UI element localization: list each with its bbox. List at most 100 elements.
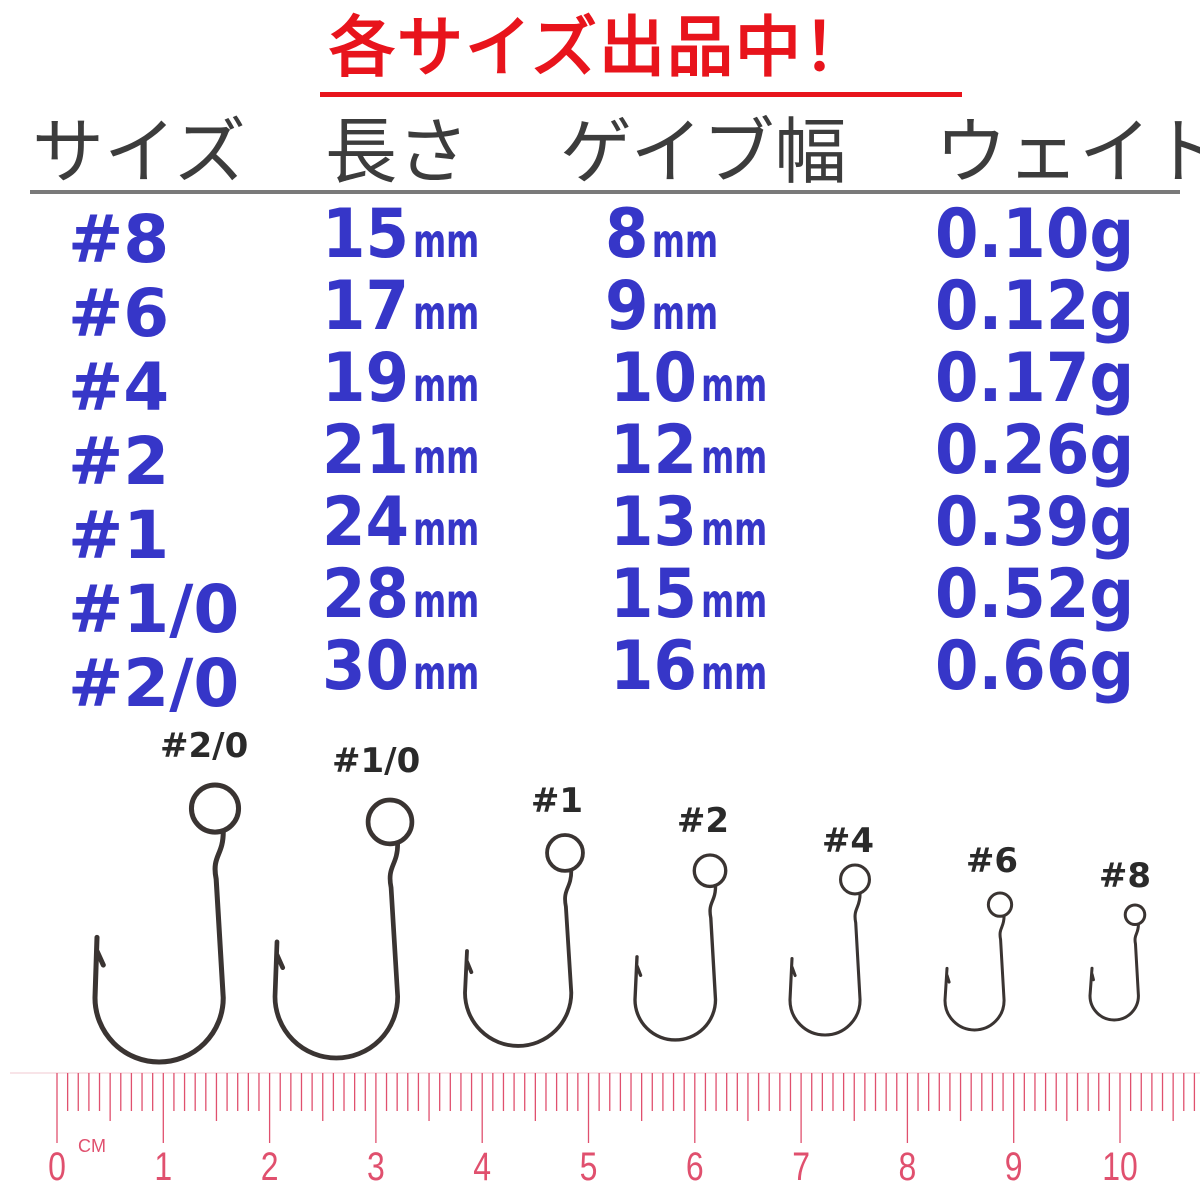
row-size: #1/0: [68, 575, 239, 645]
row-weight: 0.17g: [935, 344, 1134, 414]
hook-0: [92, 782, 242, 1065]
length-value: 19: [322, 339, 410, 418]
ruler-label: 10: [1102, 1144, 1138, 1189]
length-value: 30: [322, 627, 410, 706]
hook-label: #1/0: [332, 741, 421, 781]
hook-label: #1: [530, 781, 584, 821]
unit: mm: [412, 214, 479, 268]
unit: mm: [412, 430, 479, 484]
size-value: #6: [68, 275, 170, 352]
row-length: 15mm: [322, 200, 501, 276]
weight-value: 0.66g: [935, 627, 1135, 706]
ruler-unit: CM: [78, 1136, 106, 1156]
header-gape: ゲイブ幅: [560, 110, 847, 194]
header-divider: [30, 190, 1180, 194]
gape-value: 16: [610, 627, 698, 706]
weight-value: 0.12g: [935, 267, 1135, 346]
row-gape: 10mm: [610, 344, 789, 420]
ruler-label: 0: [48, 1144, 66, 1189]
weight-value: 0.10g: [935, 195, 1135, 274]
row-gape: 13mm: [610, 488, 789, 564]
ruler-label: 6: [686, 1144, 704, 1189]
hook-2: [463, 833, 585, 1048]
hook-3: [633, 853, 728, 1042]
row-size: #8: [68, 205, 169, 275]
row-gape: 8mm: [605, 200, 740, 276]
hook-label: #4: [821, 821, 875, 861]
unit: mm: [412, 646, 479, 700]
unit: mm: [412, 286, 479, 340]
ruler-label: 5: [580, 1144, 598, 1189]
gape-value: 8: [605, 195, 649, 274]
row-length: 19mm: [322, 344, 501, 420]
size-value: #2/0: [68, 645, 240, 722]
row-gape: 16mm: [610, 632, 789, 708]
gape-value: 13: [610, 483, 698, 562]
hook-1: [272, 797, 415, 1061]
weight-value: 0.26g: [935, 411, 1135, 490]
row-size: #2: [68, 427, 169, 497]
unit: mm: [700, 358, 767, 412]
unit: mm: [412, 358, 479, 412]
unit: mm: [700, 574, 767, 628]
header-weight: ウェイト: [935, 110, 1200, 194]
row-length: 28mm: [322, 560, 501, 636]
gape-value: 9: [605, 267, 649, 346]
row-weight: 0.66g: [935, 632, 1134, 702]
header-size: サイズ: [32, 110, 246, 194]
row-gape: 9mm: [605, 272, 740, 348]
ruler-label: 8: [898, 1144, 916, 1189]
row-weight: 0.26g: [935, 416, 1134, 486]
unit: mm: [652, 286, 719, 340]
ruler-label: 3: [367, 1144, 385, 1189]
row-weight: 0.52g: [935, 560, 1134, 630]
row-size: #6: [68, 279, 169, 349]
header-length: 長さ: [325, 110, 470, 194]
row-length: 21mm: [322, 416, 501, 492]
weight-value: 0.39g: [935, 483, 1135, 562]
length-value: 28: [322, 555, 410, 634]
hook-label: #6: [965, 841, 1019, 881]
length-value: 17: [322, 267, 410, 346]
row-size: #4: [68, 353, 169, 423]
hook-4: [788, 863, 871, 1037]
hook-5: [943, 891, 1014, 1032]
size-value: #4: [68, 349, 170, 426]
unit: mm: [700, 502, 767, 556]
gape-value: 15: [610, 555, 698, 634]
title: 各サイズ出品中！: [328, 9, 872, 86]
unit: mm: [652, 214, 719, 268]
row-length: 30mm: [322, 632, 501, 708]
title-underline: [320, 92, 962, 97]
hook-label: #8: [1098, 856, 1152, 896]
ruler-label: 1: [154, 1144, 172, 1189]
row-length: 24mm: [322, 488, 501, 564]
size-value: #1/0: [68, 571, 240, 648]
ruler-label: 2: [261, 1144, 279, 1189]
gape-value: 10: [610, 339, 698, 418]
unit: mm: [412, 502, 479, 556]
length-value: 24: [322, 483, 410, 562]
hook-6: [1088, 903, 1147, 1022]
row-gape: 15mm: [610, 560, 789, 636]
ruler-label: 4: [473, 1144, 491, 1189]
row-weight: 0.10g: [935, 200, 1134, 270]
size-value: #2: [68, 423, 170, 500]
hook-label: #2: [676, 801, 730, 841]
row-weight: 0.39g: [935, 488, 1134, 558]
row-size: #2/0: [68, 649, 239, 719]
row-length: 17mm: [322, 272, 501, 348]
row-weight: 0.12g: [935, 272, 1134, 342]
gape-value: 12: [610, 411, 698, 490]
hook-label: #2/0: [160, 726, 249, 766]
ruler-label: 7: [792, 1144, 810, 1189]
length-value: 21: [322, 411, 410, 490]
weight-value: 0.52g: [935, 555, 1135, 634]
row-size: #1: [68, 501, 169, 571]
size-value: #1: [68, 497, 170, 574]
unit: mm: [700, 430, 767, 484]
ruler-label: 9: [1005, 1144, 1023, 1189]
length-value: 15: [322, 195, 410, 274]
weight-value: 0.17g: [935, 339, 1135, 418]
